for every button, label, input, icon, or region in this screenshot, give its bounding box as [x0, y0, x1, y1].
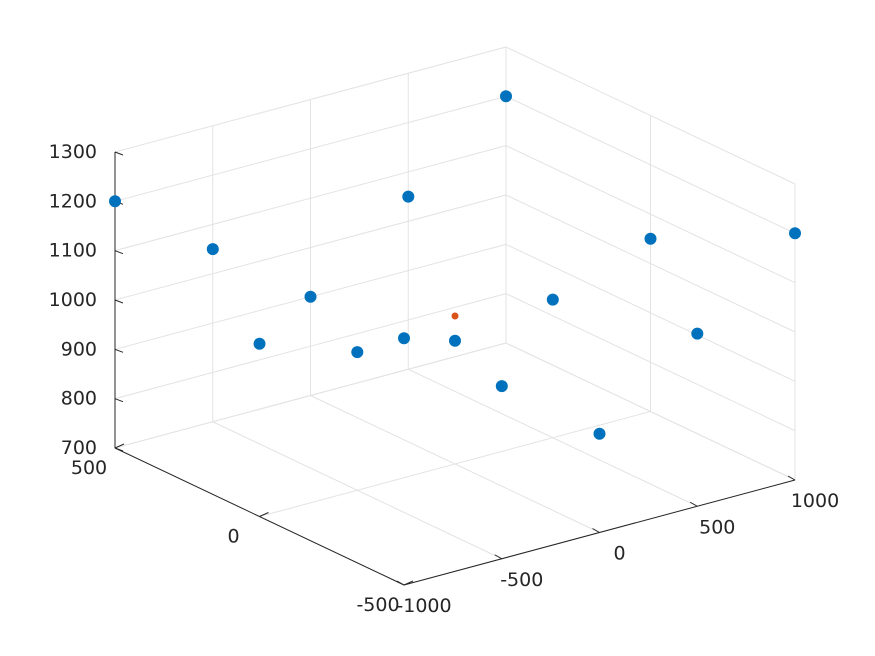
data-point: [253, 337, 266, 350]
z-tick: [114, 250, 124, 255]
z-tick-label: 800: [61, 388, 97, 410]
highlight-point: [451, 312, 459, 320]
x-tick-label: -500: [500, 569, 543, 591]
tick-labels: -1000-50005001000-5000500700800900100011…: [49, 141, 840, 617]
data-point: [109, 195, 121, 208]
grid-line: [505, 95, 796, 234]
grid-line: [114, 46, 507, 153]
grid-line: [114, 194, 507, 301]
data-point: [304, 290, 317, 303]
y-tick: [114, 443, 125, 449]
data-point: [449, 334, 461, 347]
x-tick: [592, 528, 600, 533]
y-tick-label: -500: [356, 594, 399, 616]
z-tick-label: 900: [61, 338, 97, 360]
z-tick: [114, 151, 124, 156]
data-point: [206, 243, 219, 256]
grid-line: [114, 95, 507, 202]
grid-line: [505, 342, 796, 481]
x-tick: [396, 580, 405, 586]
data-point: [500, 90, 512, 103]
y-tick: [403, 580, 414, 586]
data-points: [109, 90, 801, 440]
grid-line: [114, 342, 507, 449]
grid-line: [259, 411, 651, 517]
grid-line: [114, 293, 507, 400]
grid-line: [505, 243, 796, 382]
grid-line: [114, 145, 507, 252]
x-tick-label: 500: [699, 516, 735, 538]
y-tick: [259, 512, 269, 517]
data-point: [593, 427, 606, 440]
axes: [114, 152, 796, 586]
z-tick: [114, 447, 124, 452]
x-tick-label: 0: [613, 543, 625, 565]
data-point: [789, 227, 801, 240]
z-tick: [114, 398, 124, 403]
grid-line: [505, 46, 796, 185]
data-point: [351, 346, 364, 359]
x-tick-label: -1000: [396, 595, 451, 617]
z-tick-label: 1100: [49, 240, 97, 262]
x-tick: [690, 501, 698, 507]
x-tick: [787, 475, 796, 481]
data-point: [402, 190, 415, 203]
data-point: [495, 380, 508, 393]
x-tick: [494, 554, 502, 560]
z-tick-label: 1000: [49, 289, 97, 311]
z-tick-label: 1200: [49, 190, 97, 212]
data-point: [691, 327, 704, 340]
z-tick-label: 1300: [49, 141, 97, 163]
y-tick-label: 0: [227, 526, 239, 548]
data-point: [546, 293, 559, 306]
y-tick-label: 500: [71, 457, 107, 479]
grid-line: [505, 194, 796, 333]
grid-line: [505, 145, 796, 284]
z-tick: [114, 299, 124, 304]
grid-line: [505, 293, 796, 432]
data-point: [398, 332, 410, 345]
x-tick-label: 1000: [791, 490, 839, 512]
z-tick-label: 700: [61, 437, 97, 459]
data-point: [644, 232, 657, 245]
z-tick: [114, 348, 124, 353]
